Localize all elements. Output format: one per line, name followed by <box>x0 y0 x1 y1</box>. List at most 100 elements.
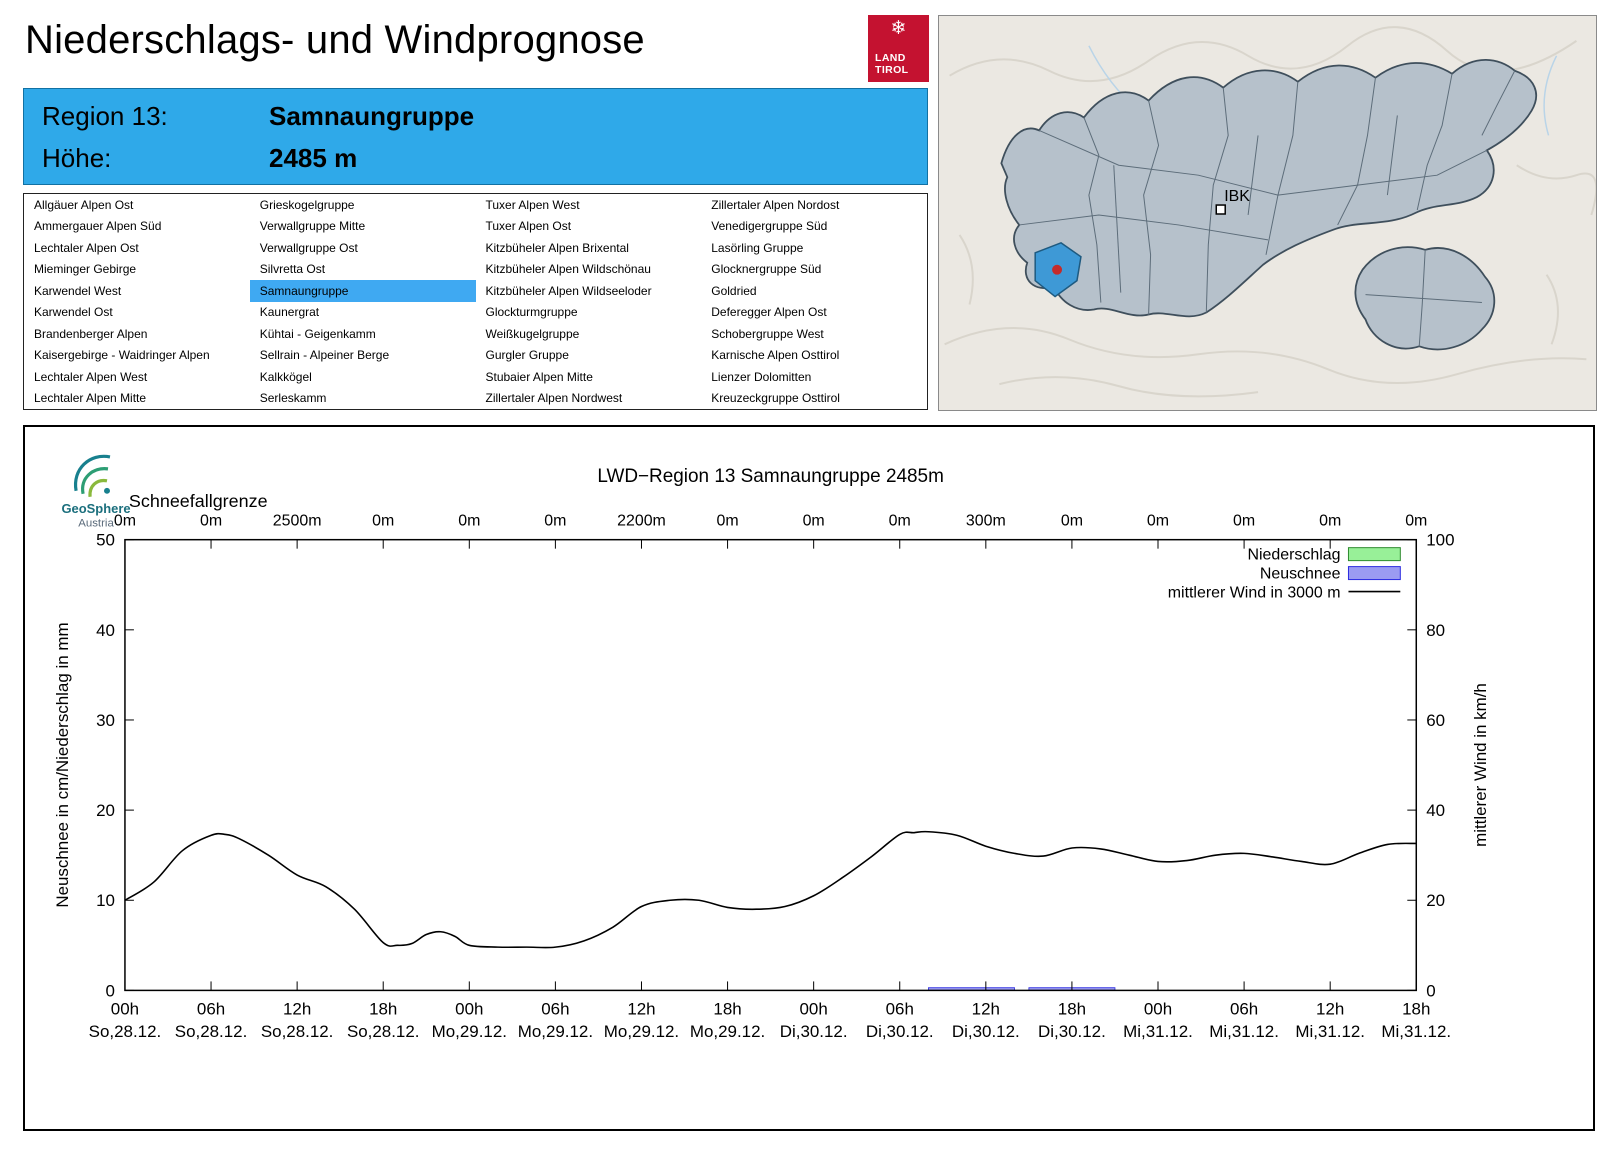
region-list-item[interactable]: Sellrain - Alpeiner Berge <box>259 348 390 363</box>
x-axis-time-label: 18h <box>1058 999 1086 1018</box>
region-list-item[interactable]: Lechtaler Alpen West <box>34 369 148 384</box>
region-list-item[interactable]: Stubaier Alpen Mitte <box>485 369 593 384</box>
region-list-item[interactable]: Karwendel West <box>34 283 122 298</box>
region-list-item[interactable]: Weißkugelgruppe <box>485 326 580 341</box>
x-axis-time-label: 18h <box>369 999 397 1018</box>
region-list-item[interactable]: Zillertaler Alpen Nordwest <box>485 391 623 406</box>
region-list-item[interactable]: Karnische Alpen Osttirol <box>711 348 840 363</box>
region-list-item[interactable]: Goldried <box>711 283 757 298</box>
x-axis-date-label: Mi,31.12. <box>1209 1022 1279 1041</box>
region-list-item[interactable]: Kalkkögel <box>259 369 312 384</box>
x-axis-date-label: Di,30.12. <box>866 1022 934 1041</box>
ibk-marker <box>1215 204 1226 215</box>
region-list-item[interactable]: Lechtaler Alpen Mitte <box>34 391 147 406</box>
wind-line <box>124 830 1417 949</box>
svg-text:Austria: Austria <box>78 518 114 530</box>
tirol-map: IBK <box>938 15 1597 411</box>
plot-frame <box>124 538 1418 992</box>
region-list-item[interactable]: Schobergruppe West <box>711 326 824 341</box>
x-axis-time-label: 18h <box>1402 999 1430 1018</box>
x-axis-date-label: Mo,29.12. <box>690 1022 765 1041</box>
region-list-item[interactable]: Kitzbüheler Alpen Wildseeloder <box>485 283 652 298</box>
page-title: Niederschlags- und Windprognose <box>25 18 645 62</box>
region-list-item[interactable]: Venedigergruppe Süd <box>711 219 828 234</box>
snowline-value: 0m <box>1147 513 1169 530</box>
legend-label: Neuschnee <box>1260 566 1341 583</box>
x-axis-time-label: 06h <box>541 999 569 1018</box>
region-list-item[interactable]: Kreuzeckgruppe Osttirol <box>711 391 840 406</box>
snowline-label: Schneefallgrenze <box>129 491 268 511</box>
snowline-value: 0m <box>458 513 480 530</box>
region-list-item[interactable]: Verwallgruppe Ost <box>259 240 358 255</box>
map-region-north-tirol <box>1000 59 1537 318</box>
y-axis-left-title: Neuschnee in cm/Niederschlag in mm <box>53 622 72 907</box>
region-list-item[interactable]: Grieskogelgruppe <box>259 197 355 212</box>
region-list-item[interactable]: Lasörling Gruppe <box>711 240 804 255</box>
x-axis-date-label: Mo,29.12. <box>518 1022 593 1041</box>
x-axis-time-label: 06h <box>197 999 225 1018</box>
snowline-value: 0m <box>1319 513 1341 530</box>
x-axis-date-label: So,28.12. <box>347 1022 420 1041</box>
legend-swatch <box>1347 566 1401 581</box>
x-axis-time-label: 00h <box>800 999 828 1018</box>
region-list-item[interactable]: Kaisergebirge - Waidringer Alpen <box>34 348 210 363</box>
y-axis-left-ticklabel: 0 <box>106 981 115 1000</box>
region-list-item[interactable]: Lienzer Dolomitten <box>711 369 812 384</box>
region-list-item[interactable]: Glockturmgruppe <box>485 305 578 320</box>
snowline-value: 0m <box>889 513 911 530</box>
region-list-item[interactable]: Verwallgruppe Mitte <box>259 219 366 234</box>
snowline-value: 0m <box>1061 513 1083 530</box>
region-list-item[interactable]: Kitzbüheler Alpen Brixental <box>485 240 629 255</box>
snowline-value: 0m <box>1233 513 1255 530</box>
x-axis-time-label: 18h <box>713 999 741 1018</box>
y-axis-left-ticklabel: 40 <box>96 621 115 640</box>
region-list-item[interactable]: Ammergauer Alpen Süd <box>34 219 162 234</box>
tirol-map-svg: IBK <box>939 16 1596 410</box>
y-axis-right-ticklabel: 0 <box>1426 981 1435 1000</box>
y-axis-left-ticklabel: 20 <box>96 801 115 820</box>
legend-label: mittlerer Wind in 3000 m <box>1168 585 1341 602</box>
map-selected-dot <box>1052 264 1063 275</box>
region-list-item[interactable]: Allgäuer Alpen Ost <box>34 197 134 212</box>
region-list-item[interactable]: Gurgler Gruppe <box>485 348 569 363</box>
x-axis-time-label: 06h <box>886 999 914 1018</box>
x-axis-date-label: Mo,29.12. <box>604 1022 679 1041</box>
land-tirol-logo: ❄ LAND TIROL <box>868 15 929 82</box>
altitude-value: 2485 m <box>269 143 358 173</box>
x-axis-time-label: 12h <box>972 999 1000 1018</box>
forecast-chart-panel: GeoSphere Austria LWD−Region 13 Samnaung… <box>23 425 1595 1131</box>
region-list-item[interactable]: Lechtaler Alpen Ost <box>34 240 139 255</box>
region-list-item[interactable]: Kühtai - Geigenkamm <box>259 326 376 341</box>
x-axis-time-label: 00h <box>455 999 483 1018</box>
region-list-item[interactable]: Mieminger Gebirge <box>34 262 137 277</box>
snowline-value: 0m <box>544 513 566 530</box>
region-list-item[interactable]: Kaunergrat <box>259 305 320 320</box>
y-axis-left-ticklabel: 50 <box>96 531 115 550</box>
region-list-item[interactable]: Tuxer Alpen West <box>485 197 580 212</box>
region-list-item[interactable]: Silvretta Ost <box>259 262 326 277</box>
region-list-item[interactable]: Glocknergruppe Süd <box>711 262 822 277</box>
region-list-item-selected[interactable]: Samnaungruppe <box>249 280 476 302</box>
legend-swatch <box>1347 547 1401 562</box>
region-list-item[interactable]: Deferegger Alpen Ost <box>711 305 827 320</box>
y-axis-right-ticklabel: 40 <box>1426 801 1445 820</box>
region-list-item[interactable]: Zillertaler Alpen Nordost <box>711 197 840 212</box>
region-list-item[interactable]: Karwendel Ost <box>34 305 113 320</box>
snowline-value: 0m <box>200 513 222 530</box>
x-axis-date-label: Di,30.12. <box>780 1022 848 1041</box>
snowline-value: 0m <box>372 513 394 530</box>
x-axis-date-label: Mo,29.12. <box>432 1022 507 1041</box>
forecast-chart-svg: GeoSphere Austria LWD−Region 13 Samnaung… <box>53 454 1490 1041</box>
region-list-item[interactable]: Serleskamm <box>259 391 327 406</box>
region-list-item[interactable]: Brandenberger Alpen <box>34 326 148 341</box>
region-list-item[interactable]: Kitzbüheler Alpen Wildschönau <box>485 262 651 277</box>
altitude-row: Höhe: 2485 m <box>42 143 357 174</box>
x-axis-time-label: 12h <box>283 999 311 1018</box>
snowline-value: 2500m <box>273 513 322 530</box>
y-axis-right-ticklabel: 60 <box>1426 711 1445 730</box>
x-axis-date-label: So,28.12. <box>261 1022 334 1041</box>
region-list-item[interactable]: Tuxer Alpen Ost <box>485 219 572 234</box>
legend-label: Niederschlag <box>1247 547 1340 564</box>
svg-text:GeoSphere: GeoSphere <box>61 501 130 516</box>
chart-title: LWD−Region 13 Samnaungruppe 2485m <box>597 466 944 487</box>
